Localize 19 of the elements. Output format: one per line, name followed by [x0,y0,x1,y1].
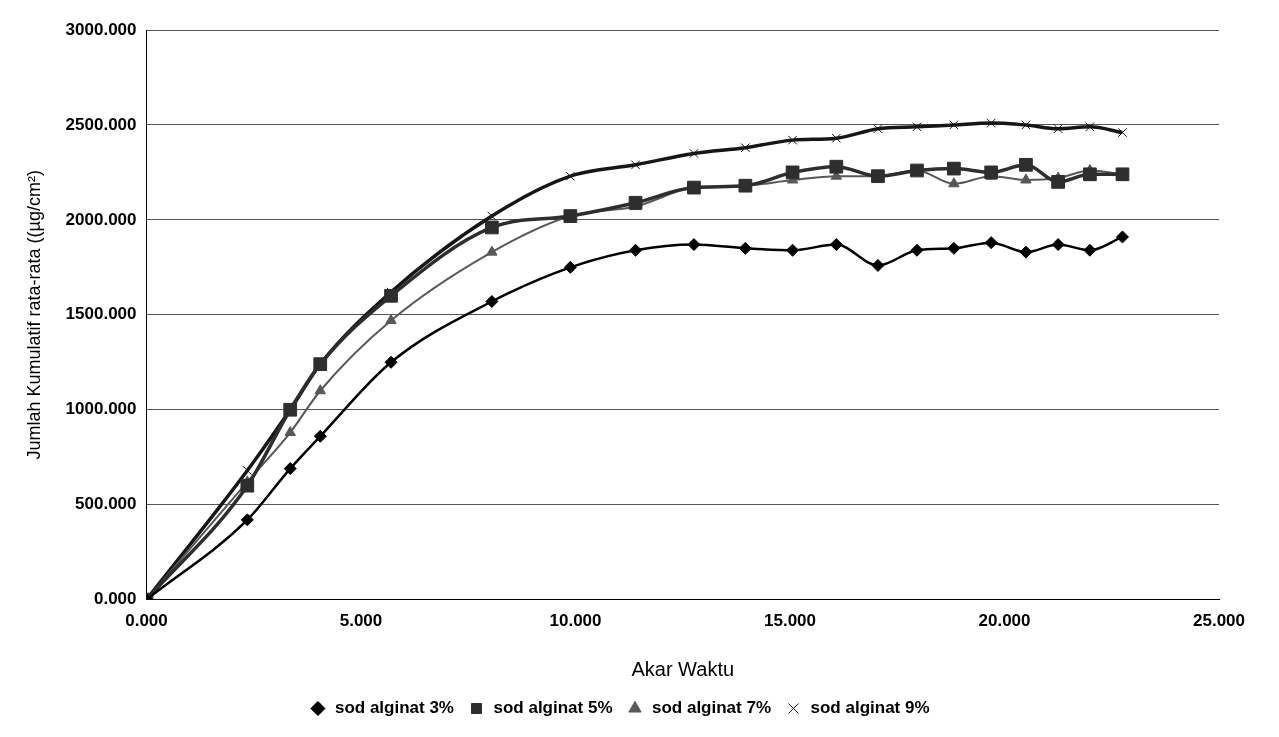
y-tick-label: 3000.000 [65,19,137,39]
x-tick-label: 20.000 [978,611,1031,631]
x-tick-label: 15.000 [764,611,816,631]
x-tick-label: 5.000 [339,611,383,631]
y-tick-label: 2500.000 [65,114,137,134]
legend-label: sod alginat 9% [810,698,930,718]
x-tick-label: 10.000 [549,611,602,631]
y-tick-label: 1500.000 [65,304,137,324]
legend-label: sod alginat 3% [334,698,454,718]
x-tick-label: 25.000 [1193,611,1245,631]
legend-label: sod alginat 5% [493,698,613,718]
y-tick-label: 0.000 [93,589,137,609]
x-axis-title: Akar Waktu [631,657,735,680]
y-tick-label: 500.000 [75,494,137,514]
legend-label: sod alginat 7% [652,698,772,718]
y-tick-label: 1000.000 [65,399,137,419]
x-tick-label: 0.000 [125,611,168,631]
y-tick-label: 2000.000 [65,209,137,229]
y-axis-title: Jumlah Kumulatif rata-rata ((µg/cm²) [23,170,44,460]
